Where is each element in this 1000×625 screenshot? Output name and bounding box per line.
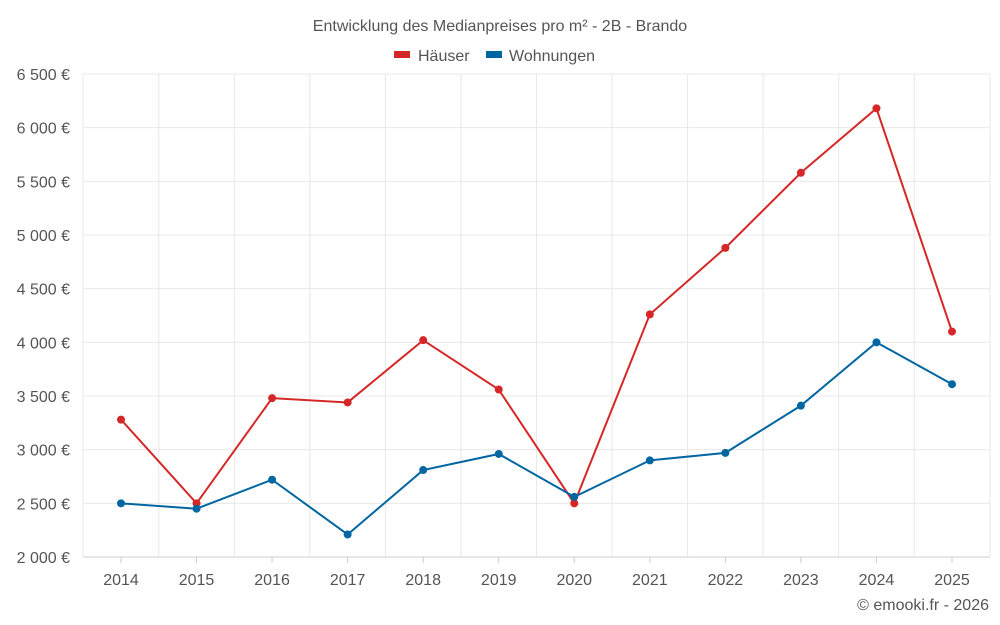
x-tick-label-2018: 2018 [405, 572, 441, 589]
x-tick-label-2016: 2016 [254, 572, 290, 589]
y-tick-label-3000: 3 000 € [17, 443, 70, 460]
legend: Häuser Wohnungen [394, 48, 595, 65]
x-tick-label-2022: 2022 [708, 572, 744, 589]
chart-title: Entwicklung des Medianpreises pro m² - 2… [313, 18, 687, 35]
y-tick-label-6000: 6 000 € [17, 121, 70, 138]
data-point-wohnungen-2015[interactable] [192, 504, 201, 513]
data-point-wohnungen-2014[interactable] [117, 499, 125, 508]
y-tick-label-2500: 2 500 € [17, 496, 70, 513]
data-point-haeuser-2020[interactable] [570, 499, 579, 508]
data-point-wohnungen-2016[interactable] [268, 475, 277, 484]
data-point-wohnungen-2023[interactable] [796, 401, 805, 410]
y-tick-label-3500: 3 500 € [17, 389, 70, 406]
legend-label-haeuser[interactable]: Häuser [418, 48, 470, 65]
credit-text: © emooki.fr - 2026 [857, 597, 989, 614]
data-point-wohnungen-2022[interactable] [721, 448, 730, 457]
legend-swatch-haeuser [394, 51, 410, 58]
x-tick-label-2025: 2025 [934, 572, 970, 589]
data-point-haeuser-2019[interactable] [494, 385, 503, 394]
data-point-wohnungen-2024[interactable] [872, 338, 881, 347]
y-tick-label-4500: 4 500 € [17, 282, 70, 299]
series-line-haeuser [120, 106, 953, 506]
y-tick-label-6500: 6 500 € [17, 67, 70, 84]
legend-label-wohnungen[interactable]: Wohnungen [509, 48, 595, 65]
data-point-wohnungen-2018[interactable] [419, 466, 428, 475]
y-tick-label-4000: 4 000 € [17, 335, 70, 352]
x-tick-label-2020: 2020 [556, 572, 592, 589]
x-tick-label-2024: 2024 [859, 572, 895, 589]
x-tick-label-2021: 2021 [632, 572, 668, 589]
x-tick-label-2023: 2023 [783, 572, 819, 589]
data-point-haeuser-2014[interactable] [117, 415, 125, 424]
data-point-haeuser-2021[interactable] [645, 310, 654, 319]
y-axis: 2 000 € 2 500 € 3 000 € 3 500 € 4 000 € 4 500… [17, 67, 70, 567]
data-point-haeuser-2024[interactable] [872, 104, 881, 113]
data-point-haeuser-2023[interactable] [796, 168, 805, 177]
x-tick-label-2015: 2015 [179, 572, 215, 589]
series-group [117, 104, 956, 539]
y-tick-label-5000: 5 000 € [17, 228, 70, 245]
data-point-haeuser-2022[interactable] [721, 243, 730, 252]
data-point-haeuser-2018[interactable] [419, 336, 428, 345]
y-tick-label-2000: 2 000 € [17, 550, 70, 567]
data-point-wohnungen-2020[interactable] [570, 492, 579, 501]
grid [82, 73, 991, 558]
y-tick-label-5500: 5 500 € [17, 174, 70, 191]
x-tick-label-2017: 2017 [330, 572, 366, 589]
data-point-haeuser-2017[interactable] [343, 398, 352, 407]
data-point-wohnungen-2021[interactable] [645, 456, 654, 465]
x-tick-label-2019: 2019 [481, 572, 517, 589]
x-axis: 2014 2015 2016 2017 2018 2019 2020 2021 2022 2023… [103, 557, 970, 589]
legend-swatch-wohnungen [486, 51, 502, 58]
data-point-wohnungen-2019[interactable] [494, 449, 503, 458]
data-point-haeuser-2016[interactable] [268, 394, 277, 403]
data-point-wohnungen-2025[interactable] [948, 380, 956, 389]
x-tick-label-2014: 2014 [103, 572, 139, 589]
data-point-haeuser-2025[interactable] [948, 327, 956, 336]
data-point-wohnungen-2017[interactable] [343, 530, 352, 539]
series-line-wohnungen [120, 341, 953, 536]
